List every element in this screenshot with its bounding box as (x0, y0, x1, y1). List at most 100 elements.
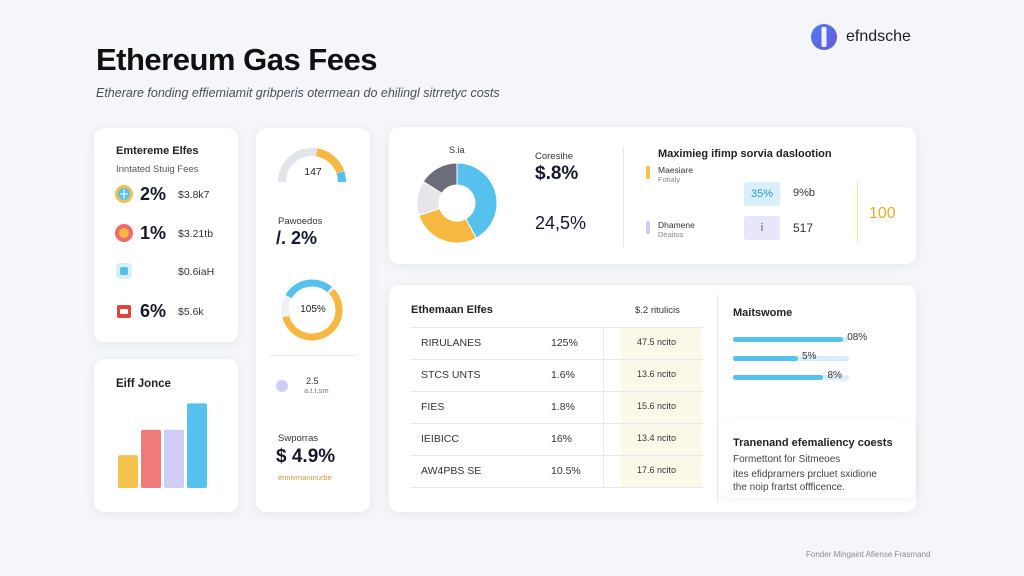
gauge-top-fill-blue (336, 170, 346, 183)
footer-text: Fonder Mingaint Afiense Frasmand (806, 550, 931, 559)
cell-fee: 15.6 ncito (637, 401, 677, 411)
table-header-right: $.2 ritulicis (635, 305, 680, 316)
stat-box-blue: 35% (744, 182, 780, 206)
cell-fee: 47.5 ncito (637, 337, 677, 347)
note-line: ites efidprarners prcluet sxidione (733, 469, 877, 480)
stat-box-blue-side: 9%b (793, 187, 816, 199)
row-divider (411, 423, 703, 424)
list-item[interactable]: 2% $3.8k7 (114, 184, 224, 206)
divider (623, 147, 624, 247)
pie-label: S.ia (449, 145, 465, 155)
row-divider (411, 391, 703, 392)
row-value: $5.6k (178, 306, 204, 318)
legend1-sub: Fotialy (658, 175, 681, 184)
row-value: $3.8k7 (178, 189, 210, 201)
bar-chart-card: Eiff Jonce (94, 359, 238, 512)
cell-percent: 1.6% (551, 369, 575, 381)
fees-list-card: Emtereme Elfes Inntated Stuig Fees 2% $3… (94, 128, 238, 342)
column-divider (603, 391, 604, 423)
brand-name: efndsche (846, 28, 911, 45)
column-divider (603, 423, 604, 455)
progress-label: 08% (847, 332, 868, 343)
block2-subtext: ennivmanmurbe (278, 473, 332, 482)
column-divider (603, 359, 604, 391)
progress-label: 5% (801, 351, 817, 362)
row-divider (411, 359, 703, 360)
divider (270, 355, 356, 356)
list-item[interactable]: 6% $5.6k (114, 301, 224, 323)
table-row[interactable]: STCS UNTS 1.6% 13.6 ncito (411, 359, 703, 391)
cell-percent: 16% (551, 433, 573, 445)
note-card: Tranenand efemaliency coests Formettont … (719, 418, 916, 498)
column-divider (603, 327, 604, 359)
cell-percent: 1.8% (551, 401, 575, 413)
gauge-ring-fill-orange (282, 288, 343, 341)
brand[interactable]: efndsche (808, 21, 911, 53)
cell-percent: 125% (551, 337, 578, 349)
row-divider (411, 327, 703, 328)
note-line: Formettont for Sitmeoes (733, 454, 841, 465)
pie-slice-grey (422, 162, 458, 195)
stat2-value: 24,5% (535, 213, 587, 233)
cell-name: AW4PBS SE (421, 465, 482, 477)
block1-value: /. 2% (276, 228, 318, 248)
globe-icon (115, 185, 133, 203)
row-value: $0.6iaH (178, 266, 215, 278)
stat-box-lavender-side: 517 (793, 221, 814, 235)
gauge-ring-value: 105% (300, 304, 326, 315)
table-row[interactable]: IEIBICC 16% 13.4 ncito (411, 423, 703, 455)
block2-label: Swporras (278, 433, 319, 444)
table-row[interactable]: RIRULANES 125% 47.5 ncito (411, 327, 703, 359)
fees-table: RIRULANES 125% 47.5 ncito STCS UNTS 1.6% 13.6… (411, 327, 703, 488)
list-item[interactable]: 1% $3.21tb (114, 223, 224, 245)
table-row[interactable]: FIES 1.8% 15.6 ncito (411, 391, 703, 423)
stat1-value: $.8% (535, 163, 579, 184)
legend-swatch-lavender (646, 221, 650, 234)
chip-icon (116, 263, 132, 279)
legend-swatch-orange (646, 166, 650, 179)
dot-subtext: a.t.t.sm (304, 386, 329, 395)
cell-fee: 17.6 ncito (637, 465, 677, 475)
legend2-label: Dhamene (658, 220, 695, 230)
pie-slice-blue (456, 162, 498, 239)
gauge-ring-fill-blue (285, 279, 332, 299)
progress-bars: 08% 5% 8% (733, 332, 903, 387)
table-row[interactable]: AW4PBS SE 10.5% 17.6 ncito (411, 455, 703, 487)
fees-list-title: Emtereme Elfes (116, 145, 199, 157)
note-line: the noip frartst offficence. (733, 482, 845, 493)
column-divider (603, 455, 604, 487)
bar-chart-title: Eiff Jonce (116, 378, 171, 390)
cell-name: FIES (421, 401, 445, 413)
row-percent: 6% (140, 301, 167, 321)
far-value: 100 (869, 205, 896, 222)
row-percent: 1% (140, 223, 167, 243)
dot-marker (276, 380, 288, 392)
gauge-top-value: 147 (304, 166, 322, 178)
row-divider (411, 487, 703, 488)
flame-icon (115, 224, 133, 242)
overview-card: S.ia Coresihe $.8% 24,5% Maximieg ifimp … (389, 127, 916, 264)
cell-fee: 13.6 ncito (637, 369, 677, 379)
list-item[interactable]: $0.6iaH (114, 261, 224, 283)
block1-label: Pawoedos (278, 216, 323, 227)
bar-chart (118, 403, 207, 488)
note-title: Tranenand efemaliency coests (733, 437, 893, 449)
page-title: Ethereum Gas Fees (96, 42, 377, 77)
row-value: $3.21tb (178, 228, 214, 240)
row-percent: 2% (140, 184, 167, 204)
brand-logo-icon (811, 24, 837, 50)
distribution-title: Maximieg ifimp sorvia daslootion (658, 148, 832, 160)
bar-a (118, 455, 138, 488)
cell-name: RIRULANES (421, 337, 482, 349)
cell-percent: 10.5% (551, 465, 581, 477)
bar-b (141, 429, 161, 488)
progress-label: 8% (827, 370, 842, 381)
legend2-sub: Deaitos (658, 230, 684, 239)
bar-d (187, 403, 207, 488)
pie-slice-orange (418, 207, 477, 244)
progress-fill (733, 356, 798, 361)
progress-fill (733, 337, 844, 342)
gauges-card: 147 Pawoedos /. 2% 105% 2.5 a.t.t.sm Swp… (256, 128, 370, 512)
wallet-icon (117, 305, 131, 318)
cell-name: STCS UNTS (421, 369, 481, 381)
